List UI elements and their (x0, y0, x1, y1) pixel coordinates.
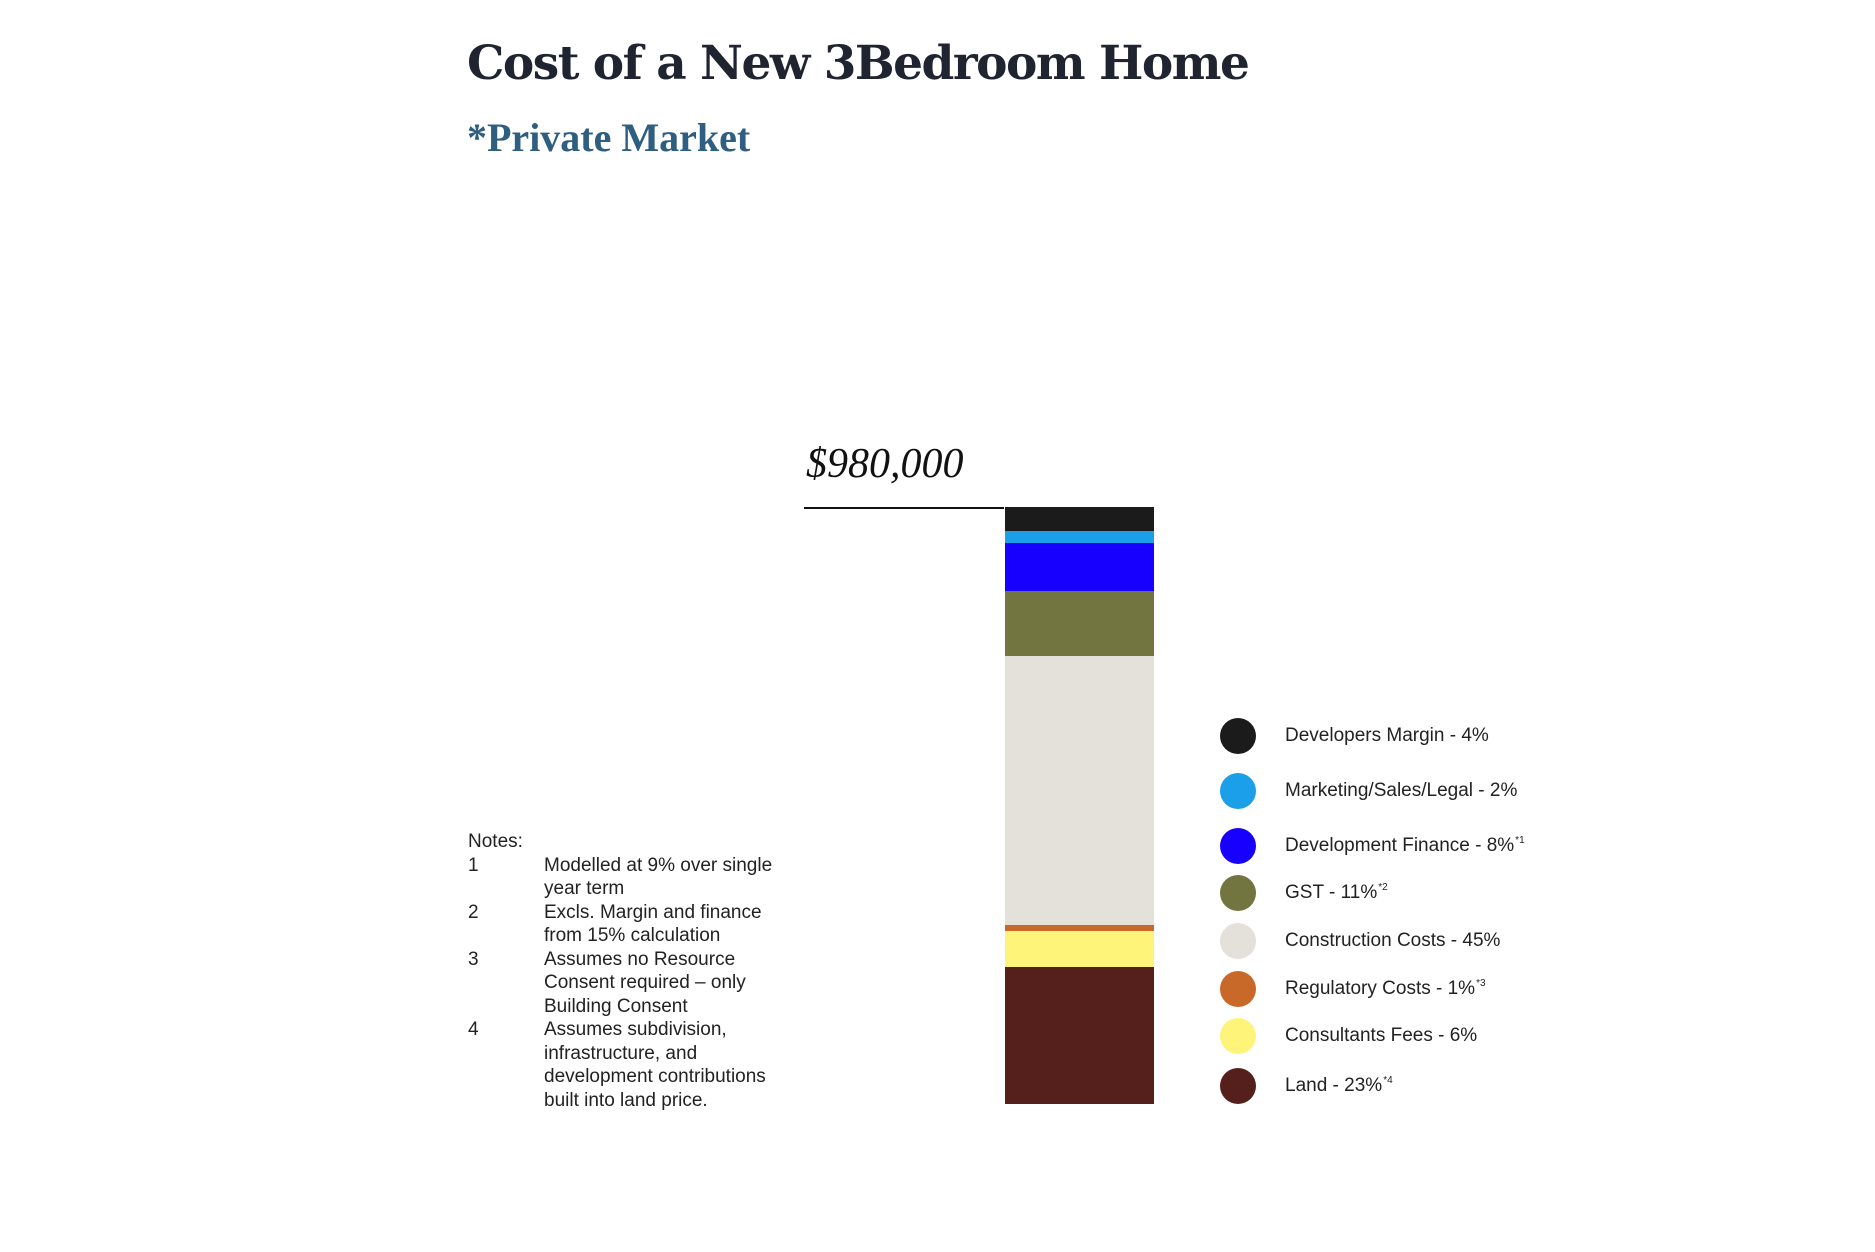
legend-swatch-icon (1220, 718, 1256, 754)
legend-swatch-icon (1220, 1018, 1256, 1054)
bar-segment-8 (1005, 966, 1154, 1105)
legend-footnote-marker: *3 (1476, 978, 1486, 989)
legend-item: Consultants Fees - 6% (1220, 1018, 1640, 1054)
legend-item: Marketing/Sales/Legal - 2% (1220, 773, 1640, 809)
bar-segment-5 (1005, 656, 1154, 926)
legend-item: Construction Costs - 45% (1220, 923, 1640, 959)
legend-footnote-marker: *1 (1515, 835, 1525, 846)
bar-segment-1 (1005, 507, 1154, 532)
legend-footnote-marker: *4 (1383, 1075, 1393, 1086)
legend-swatch-icon (1220, 971, 1256, 1007)
legend-item: Development Finance - 8%*1 (1220, 828, 1640, 864)
chart-subtitle: *Private Market (467, 115, 751, 160)
note-text: Assumes subdivision, infrastructure, and… (544, 1019, 766, 1111)
bar-segment-3 (1005, 542, 1154, 592)
bar-segment-6 (1005, 924, 1154, 932)
note-item: 3 Assumes no Resource Consent required –… (468, 948, 784, 1019)
note-number: 4 (468, 1019, 479, 1040)
legend-label-text: Consultants Fees - 6% (1285, 1025, 1478, 1046)
legend-item: GST - 11%*2 (1220, 875, 1640, 911)
legend-item: Developers Margin - 4% (1220, 718, 1640, 754)
note-number: 2 (468, 901, 479, 923)
legend-label-text: Construction Costs - 45% (1285, 930, 1501, 951)
legend-label: Developers Margin - 4% (1285, 725, 1489, 747)
legend-item: Land - 23%*4 (1220, 1068, 1640, 1104)
note-text: Excls. Margin and finance from 15% calcu… (544, 901, 762, 947)
legend-label-text: Land - 23% (1285, 1075, 1383, 1096)
legend-label: Regulatory Costs - 1%*3 (1285, 978, 1486, 1000)
legend-swatch-icon (1220, 1068, 1256, 1104)
note-text: Assumes no Resource Consent required – o… (544, 948, 746, 1017)
legend-swatch-icon (1220, 828, 1256, 864)
note-item: 1 Modelled at 9% over single year term (468, 854, 784, 901)
legend-swatch-icon (1220, 923, 1256, 959)
legend-label: Development Finance - 8%*1 (1285, 835, 1525, 857)
stacked-cost-bar (1005, 507, 1154, 1105)
notes-section: Notes: 1 Modelled at 9% over single year… (468, 830, 784, 1112)
bar-segment-7 (1005, 930, 1154, 968)
legend-label-text: Development Finance - 8% (1285, 835, 1515, 856)
legend-footnote-marker: *2 (1378, 882, 1388, 893)
total-cost-label: $980,000 (806, 441, 964, 487)
legend-label-text: GST - 11% (1285, 882, 1378, 903)
legend-swatch-icon (1220, 773, 1256, 809)
legend-label: Marketing/Sales/Legal - 2% (1285, 780, 1517, 802)
note-number: 1 (468, 854, 479, 876)
total-leader-line (804, 507, 1004, 509)
legend-label: Land - 23%*4 (1285, 1075, 1393, 1097)
note-item: 4 Assumes subdivision, infrastructure, a… (468, 1018, 784, 1112)
legend-label: Construction Costs - 45% (1285, 930, 1500, 952)
legend-item: Regulatory Costs - 1%*3 (1220, 971, 1640, 1007)
note-number: 3 (468, 948, 479, 970)
note-text: Modelled at 9% over single year term (544, 854, 773, 900)
legend-swatch-icon (1220, 875, 1256, 911)
notes-heading: Notes: (468, 831, 523, 852)
legend-label-text: Regulatory Costs - 1% (1285, 978, 1476, 999)
legend-label-text: Marketing/Sales/Legal - 2% (1285, 780, 1518, 801)
bar-segment-4 (1005, 590, 1154, 657)
chart-title: Cost of a New 3Bedroom Home (467, 36, 1250, 91)
legend-label: GST - 11%*2 (1285, 882, 1388, 904)
legend-label: Consultants Fees - 6% (1285, 1025, 1477, 1047)
legend-label-text: Developers Margin - 4% (1285, 725, 1489, 746)
note-item: 2 Excls. Margin and finance from 15% cal… (468, 901, 784, 948)
bar-segment-2 (1005, 530, 1154, 544)
